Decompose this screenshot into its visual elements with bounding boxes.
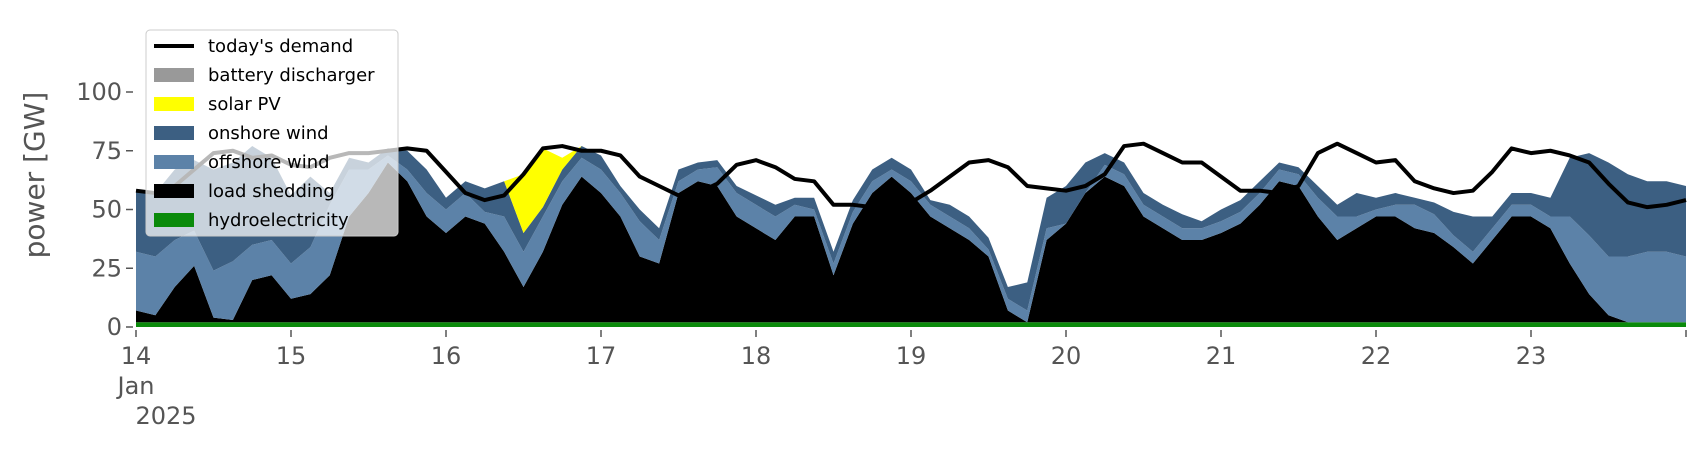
x-tick-label: 15 [276, 342, 307, 370]
x-tick-label: 19 [896, 342, 927, 370]
x-tick-label: 16 [431, 342, 462, 370]
legend: today's demand battery discharger solar PV… [145, 29, 399, 237]
legend-swatch-solar-pv [154, 97, 194, 111]
legend-label-battery-discharger: battery discharger [208, 65, 375, 86]
legend-label-offshore-wind: offshore wind [208, 152, 330, 173]
area-onshore-wind [136, 146, 1686, 311]
area-hydroelectricity [136, 322, 1686, 327]
y-tick-label: 0 [107, 313, 122, 341]
y-tick-label: 25 [91, 254, 122, 282]
y-axis-label: power [GW] [18, 92, 51, 259]
legend-label-solar-pv: solar PV [208, 94, 281, 115]
legend-box [145, 29, 399, 237]
y-tick-label: 75 [91, 137, 122, 165]
x-tick-label: 20 [1051, 342, 1082, 370]
stacked-areas [136, 146, 1686, 327]
y-tick-label: 100 [76, 78, 122, 106]
x-tick-label: 17 [586, 342, 617, 370]
x-tick-label: 22 [1361, 342, 1392, 370]
legend-swatch-hydroelectricity [154, 213, 194, 227]
x-tick-year-label: 2025 [135, 402, 196, 430]
x-tick-month-label: Jan [116, 372, 155, 400]
x-tick-label: 18 [741, 342, 772, 370]
area-load-shedding [136, 162, 1686, 323]
legend-swatch-battery-discharger [154, 68, 194, 82]
area-offshore-wind [136, 155, 1686, 323]
legend-swatch-load-shedding [154, 184, 194, 198]
x-tick-label: 21 [1206, 342, 1237, 370]
legend-label-onshore-wind: onshore wind [208, 123, 329, 144]
x-tick-label: 14 [121, 342, 152, 370]
legend-swatch-offshore-wind [154, 155, 194, 169]
legend-label-today-s-demand: today's demand [208, 36, 353, 57]
legend-label-load-shedding: load shedding [208, 181, 335, 202]
area-solar-pv [136, 146, 1686, 288]
legend-swatch-onshore-wind [154, 126, 194, 140]
y-tick-label: 50 [91, 196, 122, 224]
x-tick-label: 23 [1516, 342, 1547, 370]
legend-label-hydroelectricity: hydroelectricity [208, 210, 349, 231]
